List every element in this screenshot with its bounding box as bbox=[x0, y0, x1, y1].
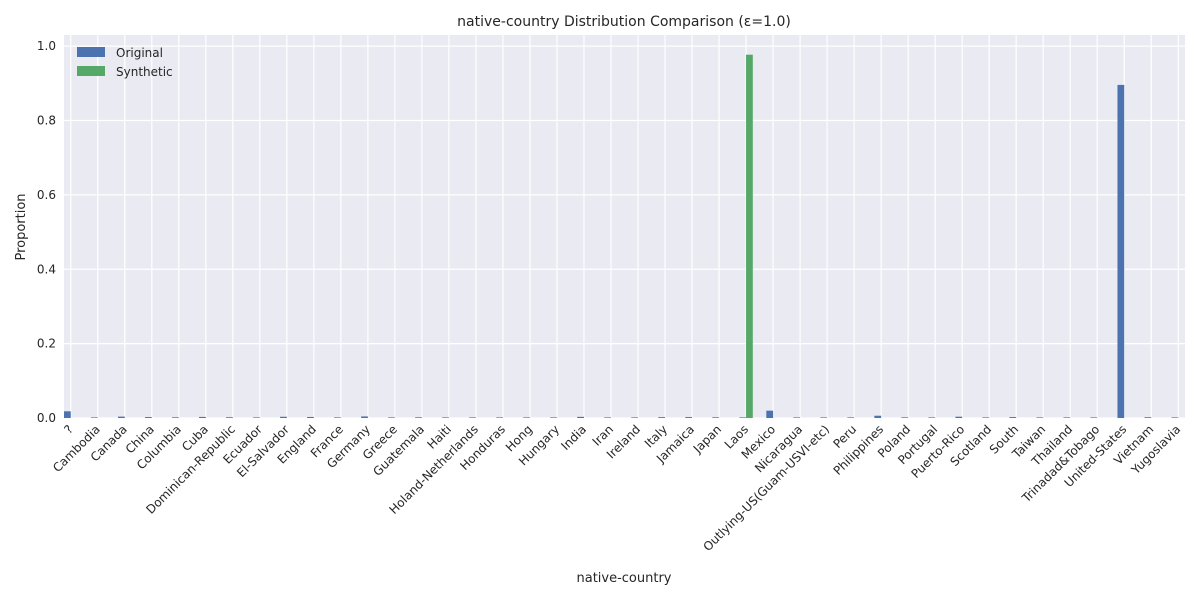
bar-original bbox=[739, 417, 747, 418]
chart-title: native-country Distribution Comparison (… bbox=[457, 14, 791, 30]
bar-original bbox=[766, 410, 774, 418]
bar-original bbox=[118, 416, 125, 418]
bar-original bbox=[226, 417, 233, 418]
bar-original bbox=[550, 417, 557, 418]
bar-original bbox=[199, 416, 206, 418]
y-tick-label: 0.8 bbox=[37, 114, 56, 128]
x-axis-label: native-country bbox=[576, 571, 671, 586]
bar-original bbox=[712, 417, 720, 418]
bar-original bbox=[577, 416, 584, 418]
bar-original bbox=[1090, 417, 1098, 418]
bar-original bbox=[982, 417, 990, 418]
bar-original bbox=[847, 417, 855, 418]
bar-original bbox=[1009, 417, 1017, 418]
bar-original bbox=[523, 417, 530, 418]
bar-original bbox=[253, 417, 260, 418]
bar-original bbox=[874, 415, 882, 418]
bar-original bbox=[172, 417, 179, 418]
bar-original bbox=[361, 416, 368, 418]
legend-swatch-synthetic bbox=[77, 66, 105, 76]
bar-original bbox=[820, 417, 828, 418]
bar-original bbox=[1063, 417, 1071, 418]
plot-area bbox=[64, 35, 1185, 418]
y-tick-label: 0.0 bbox=[37, 411, 56, 425]
bar-original bbox=[955, 416, 963, 418]
bar-original bbox=[1117, 84, 1125, 418]
bar-original bbox=[307, 416, 314, 418]
bar-original bbox=[928, 417, 936, 418]
bar-original bbox=[388, 417, 395, 418]
y-tick-label: 0.6 bbox=[37, 188, 56, 202]
bar-original bbox=[685, 417, 693, 418]
bars bbox=[64, 54, 1179, 419]
bar-original bbox=[496, 417, 503, 418]
grid-lines bbox=[64, 35, 1185, 419]
bar-original bbox=[442, 417, 449, 418]
bar-original bbox=[658, 417, 666, 418]
bar-original bbox=[469, 417, 476, 418]
bar-original bbox=[91, 417, 98, 418]
y-tick-label: 0.4 bbox=[37, 262, 56, 276]
bar-original bbox=[793, 417, 801, 418]
legend-label-synthetic: Synthetic bbox=[116, 65, 173, 79]
bar-original bbox=[415, 417, 422, 418]
bar-original bbox=[1144, 417, 1152, 418]
bar-original bbox=[280, 416, 287, 418]
y-tick-label: 0.2 bbox=[37, 337, 56, 351]
y-axis-label: Proportion bbox=[14, 193, 29, 260]
bar-original bbox=[1171, 417, 1179, 418]
bar-synthetic bbox=[746, 54, 753, 419]
bar-original bbox=[604, 417, 611, 418]
bar-original bbox=[631, 417, 639, 418]
y-axis-ticks: 0.0 0.2 0.4 0.6 0.8 1.0 bbox=[37, 39, 56, 425]
bar-original bbox=[145, 417, 152, 418]
bar-original bbox=[1036, 417, 1044, 418]
legend-swatch-original bbox=[77, 47, 105, 57]
bar-original bbox=[64, 411, 71, 418]
y-tick-label: 1.0 bbox=[37, 39, 56, 53]
bar-original bbox=[901, 417, 909, 418]
legend-label-original: Original bbox=[116, 46, 163, 60]
bar-original bbox=[334, 417, 341, 418]
legend: Original Synthetic bbox=[77, 46, 173, 79]
